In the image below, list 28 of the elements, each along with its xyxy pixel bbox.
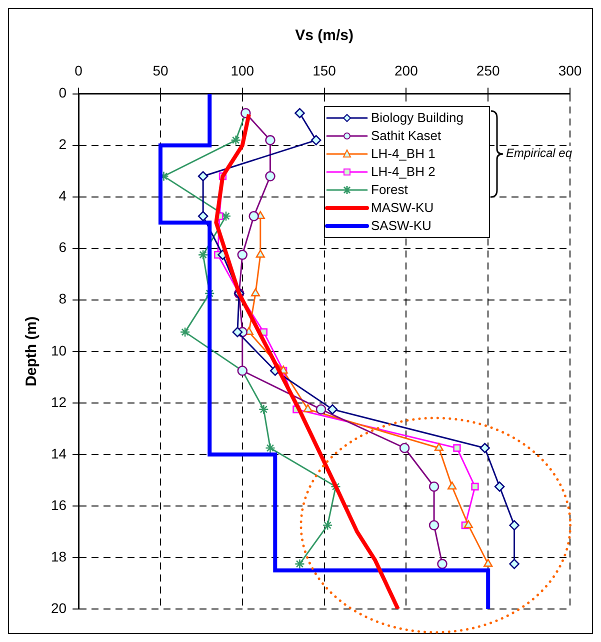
y-tick-label: 0 bbox=[58, 84, 67, 101]
y-tick-label: 16 bbox=[50, 496, 67, 513]
y-axis-title: Depth (m) bbox=[23, 316, 40, 386]
y-tick-label: 6 bbox=[58, 239, 67, 256]
x-axis-title: Vs (m/s) bbox=[295, 27, 354, 44]
x-tick-label: 300 bbox=[558, 62, 582, 78]
x-tick-label: 200 bbox=[394, 62, 418, 78]
x-tick-label: 250 bbox=[476, 62, 500, 78]
y-tick-label: 2 bbox=[58, 136, 67, 152]
y-tick-label: 20 bbox=[50, 600, 67, 616]
legend-label: LH-4_BH 1 bbox=[371, 146, 436, 162]
x-tick-label: 150 bbox=[312, 62, 336, 78]
y-tick-label: 8 bbox=[58, 290, 67, 307]
legend-label: Forest bbox=[371, 182, 408, 198]
legend-label: Biology Building bbox=[371, 110, 464, 126]
y-tick-label: 14 bbox=[50, 445, 67, 462]
x-tick-label: 100 bbox=[230, 62, 254, 78]
legend-label: LH-4_BH 2 bbox=[371, 164, 436, 180]
x-tick-label: 0 bbox=[74, 62, 83, 78]
legend-label: MASW-KU bbox=[371, 200, 434, 216]
y-tick-label: 18 bbox=[50, 548, 67, 564]
y-tick-label: 10 bbox=[50, 342, 67, 358]
y-tick-label: 12 bbox=[50, 394, 67, 410]
y-tick-label: 4 bbox=[58, 188, 67, 204]
x-tick-label: 50 bbox=[152, 62, 168, 78]
annotation: Empirical eq bbox=[506, 146, 572, 160]
legend-label: Sathit Kaset bbox=[371, 128, 442, 144]
legend-label: SASW-KU bbox=[371, 218, 432, 234]
